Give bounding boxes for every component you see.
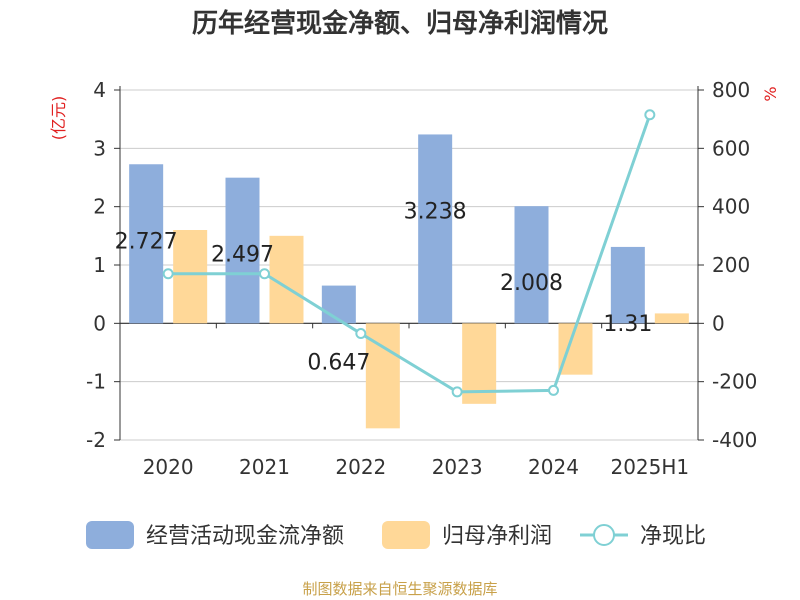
left-tick-label: -1	[86, 370, 106, 394]
left-tick-label: 2	[93, 195, 106, 219]
left-axis-unit: (亿元)	[49, 96, 68, 141]
x-tick-label: 2020	[143, 455, 194, 479]
right-tick-label: -400	[712, 428, 757, 452]
cashflow-bar	[225, 177, 260, 324]
cashflow-bar	[418, 134, 453, 324]
ratio-point	[355, 328, 367, 340]
legend-label-profit: 归母净利润	[442, 524, 552, 549]
legend-label-ratio: 净现比	[640, 524, 706, 549]
cashflow-data-label: 1.31	[603, 312, 652, 337]
legend: 经营活动现金流净额 归母净利润 净现比	[86, 521, 706, 549]
ratio-point	[644, 109, 656, 121]
ratio-point	[548, 384, 559, 396]
cashflow-bar	[129, 164, 164, 324]
cashflow-data-label: 2.497	[211, 243, 274, 268]
profit-bar	[173, 230, 208, 324]
profit-bar	[654, 313, 689, 324]
x-tick-label: 2024	[528, 455, 579, 479]
right-axis-unit: %	[761, 86, 780, 101]
ratio-line-path	[168, 114, 652, 394]
left-tick-label: -2	[86, 428, 106, 452]
x-tick-label: 2023	[432, 455, 483, 479]
ratio-point	[162, 268, 174, 280]
legend-swatch-cashflow	[86, 521, 134, 549]
source-note: 制图数据来自恒生聚源数据库	[302, 580, 497, 598]
left-tick-label: 1	[93, 253, 106, 277]
right-tick-label: 0	[712, 311, 725, 335]
right-tick-label: -200	[712, 370, 757, 394]
ratio-point	[259, 268, 270, 280]
x-tick-label: 2022	[335, 455, 386, 479]
cashflow-bar	[321, 285, 356, 324]
cashflow-data-label: 2.727	[115, 229, 178, 254]
cashflow-data-label: 0.647	[307, 351, 370, 376]
legend-swatch-profit	[382, 521, 430, 549]
cashflow-data-label: 3.238	[404, 199, 467, 224]
cashflow-data-label: 2.008	[500, 271, 563, 296]
right-tick-label: 600	[712, 136, 750, 160]
left-tick-label: 4	[93, 78, 106, 102]
ratio-line	[162, 109, 656, 398]
cashflow-bar	[514, 206, 549, 324]
x-tick-label: 2021	[239, 455, 290, 479]
chart-title: 历年经营现金净额、归母净利润情况	[192, 8, 608, 39]
right-tick-label: 200	[712, 253, 750, 277]
x-tick-label: 2025H1	[610, 455, 689, 479]
ratio-point	[451, 386, 463, 398]
cashflow-bar	[610, 246, 645, 324]
left-tick-label: 0	[93, 311, 106, 335]
legend-label-cashflow: 经营活动现金流净额	[146, 524, 344, 549]
bars	[129, 134, 689, 429]
axes: 4 3 2 1 0 -1 -2 800 600 400 200 0 -200 -400 (亿元)% 2020 2…	[49, 78, 780, 479]
left-tick-label: 3	[93, 136, 106, 160]
data-labels: 2.727 2.497 0.647 3.238 2.008 1.31	[115, 199, 653, 375]
legend-swatch-ratio-marker	[593, 524, 615, 546]
right-tick-label: 800	[712, 78, 750, 102]
right-tick-label: 400	[712, 195, 750, 219]
